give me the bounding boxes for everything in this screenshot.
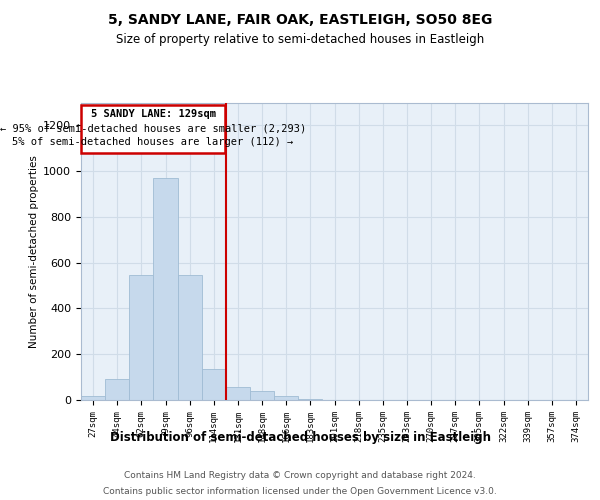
Bar: [105, 380, 129, 400]
FancyBboxPatch shape: [82, 105, 224, 153]
Text: ← 95% of semi-detached houses are smaller (2,293): ← 95% of semi-detached houses are smalle…: [0, 123, 306, 133]
Bar: [129, 276, 154, 400]
Y-axis label: Number of semi-detached properties: Number of semi-detached properties: [29, 155, 39, 348]
Bar: [202, 369, 226, 400]
Text: 5 SANDY LANE: 129sqm: 5 SANDY LANE: 129sqm: [91, 110, 215, 120]
Bar: [298, 399, 322, 400]
Text: Contains public sector information licensed under the Open Government Licence v3: Contains public sector information licen…: [103, 486, 497, 496]
Bar: [250, 391, 274, 400]
Bar: [81, 396, 105, 400]
Text: 5, SANDY LANE, FAIR OAK, EASTLEIGH, SO50 8EG: 5, SANDY LANE, FAIR OAK, EASTLEIGH, SO50…: [108, 12, 492, 26]
Text: 5% of semi-detached houses are larger (112) →: 5% of semi-detached houses are larger (1…: [13, 137, 293, 147]
Bar: [154, 178, 178, 400]
Bar: [178, 276, 202, 400]
Bar: [274, 396, 298, 400]
Text: Distribution of semi-detached houses by size in Eastleigh: Distribution of semi-detached houses by …: [110, 431, 491, 444]
Text: Size of property relative to semi-detached houses in Eastleigh: Size of property relative to semi-detach…: [116, 33, 484, 46]
Text: Contains HM Land Registry data © Crown copyright and database right 2024.: Contains HM Land Registry data © Crown c…: [124, 472, 476, 480]
Bar: [226, 388, 250, 400]
